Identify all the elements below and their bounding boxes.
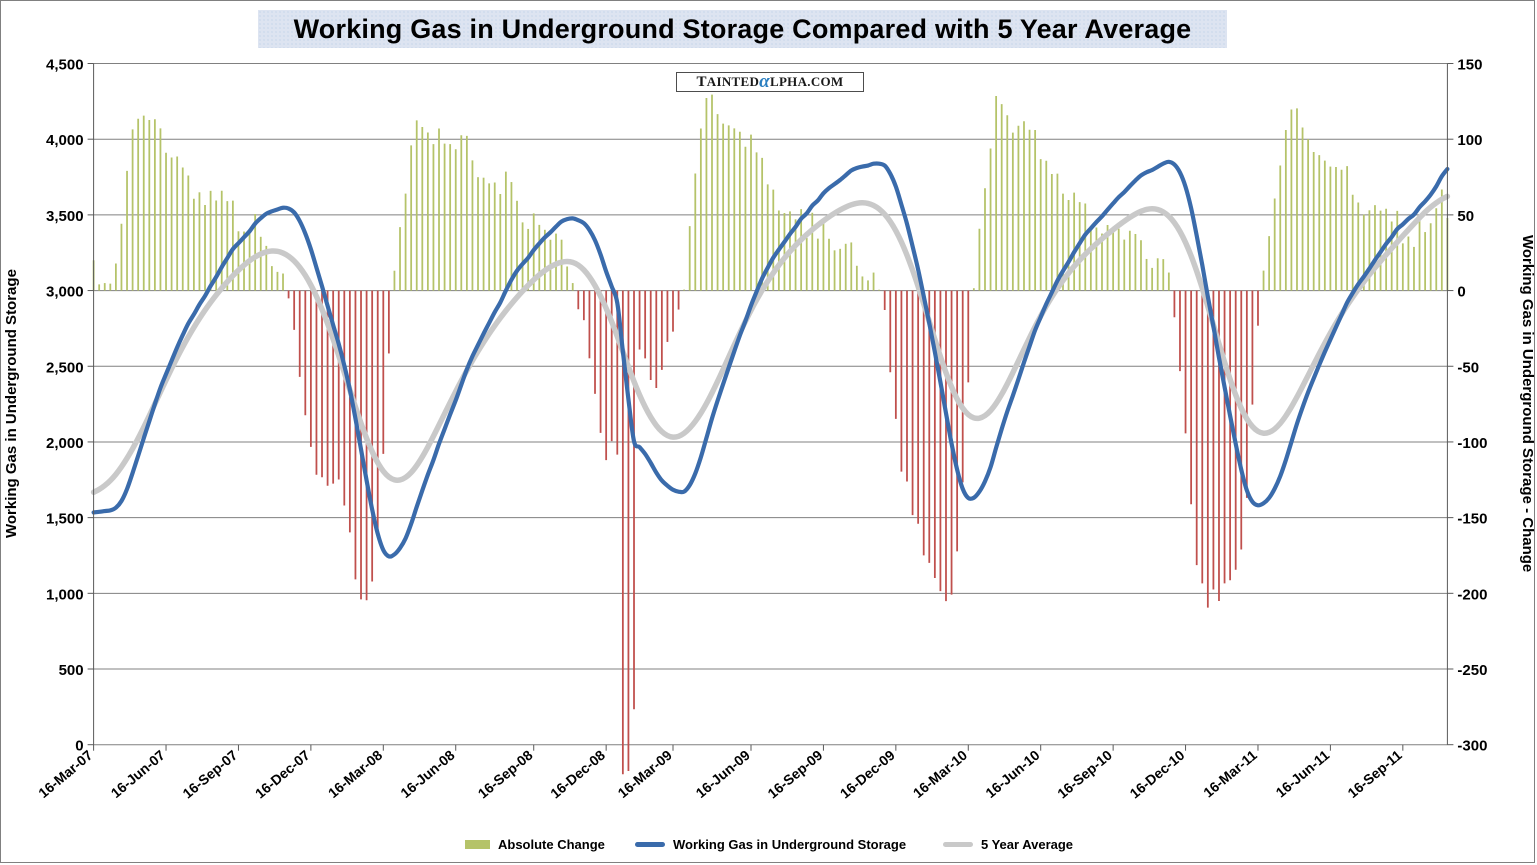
svg-text:-100: -100 [1457, 435, 1487, 452]
svg-text:16-Dec-10: 16-Dec-10 [1127, 747, 1188, 802]
svg-text:-300: -300 [1457, 738, 1487, 755]
svg-text:-200: -200 [1457, 586, 1487, 603]
svg-text:16-Jun-08: 16-Jun-08 [397, 747, 458, 801]
svg-text:-50: -50 [1457, 359, 1479, 376]
svg-text:100: 100 [1457, 132, 1482, 149]
svg-text:50: 50 [1457, 208, 1474, 225]
svg-text:16-Sep-07: 16-Sep-07 [179, 747, 240, 802]
svg-text:0: 0 [1457, 284, 1465, 301]
svg-text:-250: -250 [1457, 662, 1487, 679]
svg-text:16-Jun-09: 16-Jun-09 [693, 747, 754, 801]
svg-text:16-Jun-11: 16-Jun-11 [1273, 747, 1333, 801]
svg-text:16-Sep-08: 16-Sep-08 [475, 747, 536, 802]
svg-text:500: 500 [59, 662, 84, 679]
svg-text:2,500: 2,500 [46, 359, 84, 376]
svg-text:4,000: 4,000 [46, 132, 84, 149]
svg-text:3,500: 3,500 [46, 208, 84, 225]
svg-text:16-Jun-07: 16-Jun-07 [108, 747, 169, 801]
svg-text:16-Mar-11: 16-Mar-11 [1200, 747, 1260, 801]
svg-text:3,000: 3,000 [46, 284, 84, 301]
svg-text:16-Sep-11: 16-Sep-11 [1344, 747, 1405, 801]
svg-text:16-Jun-10: 16-Jun-10 [982, 747, 1043, 801]
svg-text:-150: -150 [1457, 511, 1487, 528]
svg-text:4,500: 4,500 [46, 57, 84, 74]
svg-text:16-Sep-10: 16-Sep-10 [1054, 747, 1115, 802]
svg-text:16-Dec-07: 16-Dec-07 [252, 747, 313, 802]
svg-text:16-Mar-08: 16-Mar-08 [325, 747, 386, 801]
svg-text:1,000: 1,000 [46, 586, 84, 603]
svg-text:150: 150 [1457, 57, 1482, 74]
svg-text:16-Sep-09: 16-Sep-09 [764, 747, 825, 802]
svg-text:16-Dec-09: 16-Dec-09 [837, 747, 898, 802]
svg-text:16-Dec-08: 16-Dec-08 [547, 747, 608, 802]
svg-text:1,500: 1,500 [46, 511, 84, 528]
svg-text:2,000: 2,000 [46, 435, 84, 452]
svg-text:16-Mar-10: 16-Mar-10 [910, 747, 971, 801]
svg-text:16-Mar-07: 16-Mar-07 [35, 747, 96, 801]
